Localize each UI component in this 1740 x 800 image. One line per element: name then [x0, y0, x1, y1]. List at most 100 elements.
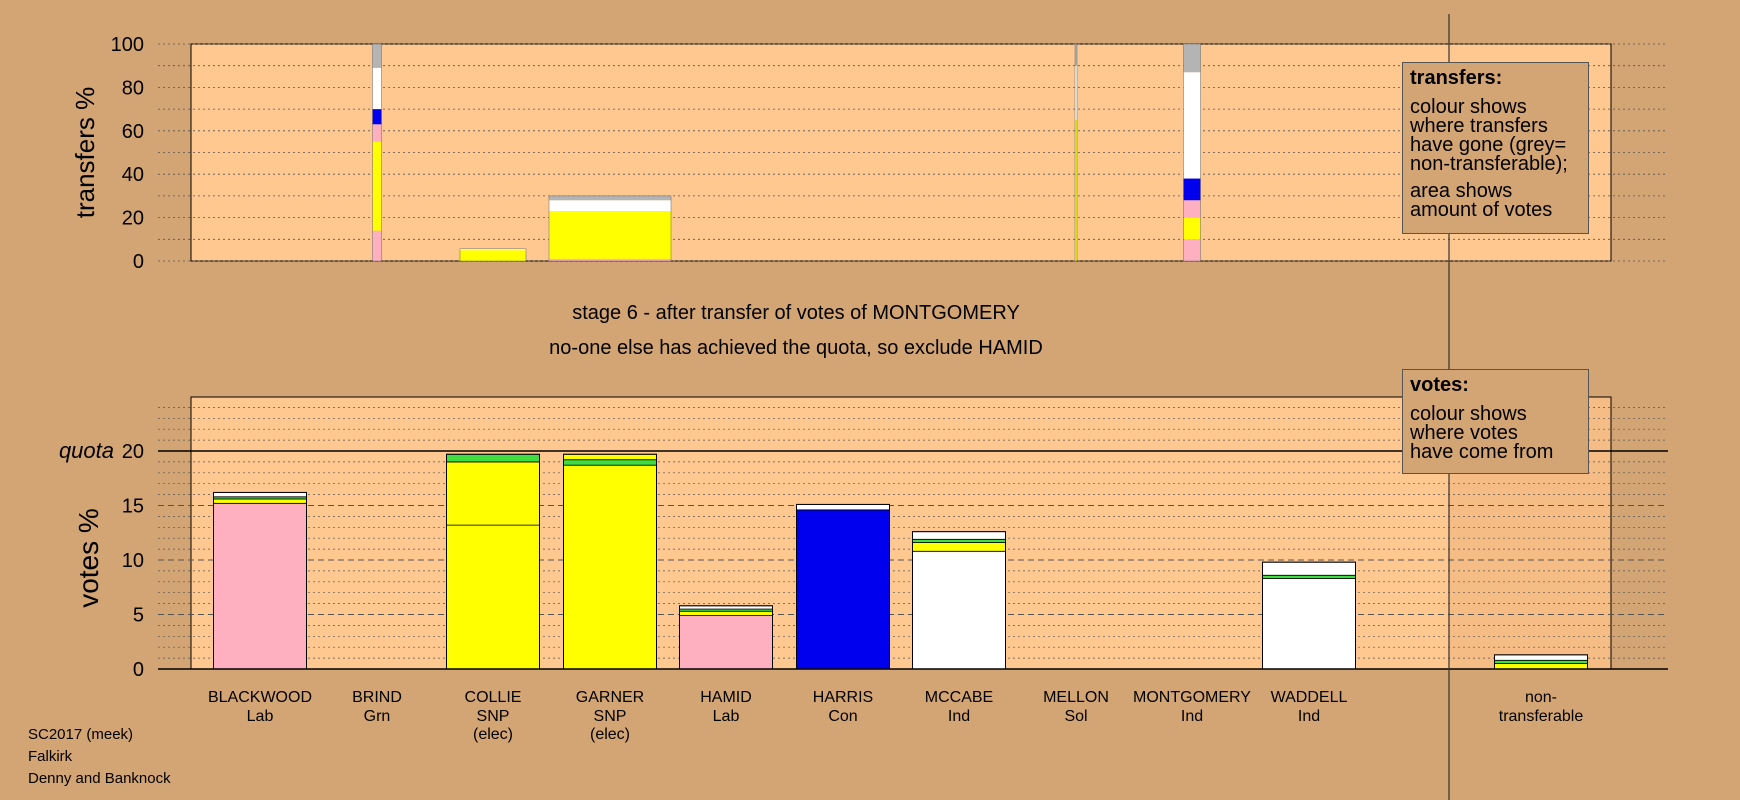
transfer-segment [1075, 119, 1077, 261]
vote-bar-segment [679, 610, 773, 616]
candidate-name-label: WADDELL [1271, 689, 1348, 706]
stage-line-1: stage 6 - after transfer of votes of MON… [572, 302, 1020, 324]
transfers-legend-text-2: area shows amount of votes [1410, 180, 1553, 221]
footer-election: SC2017 (meek) [28, 726, 134, 743]
transfer-bar-outline [548, 195, 672, 262]
candidate-party-label: Ind [1298, 708, 1320, 725]
vote-bar-segment [1262, 561, 1356, 576]
vote-bar-segment [1262, 578, 1356, 670]
votes-y-tick-label: 15 [122, 496, 144, 518]
transfers-y-tick-label: 100 [111, 34, 144, 56]
transfer-segment [460, 250, 526, 261]
vote-bar-segment [563, 464, 657, 670]
transfer-segment [372, 44, 382, 68]
vote-bar-segment [1262, 574, 1356, 579]
votes-plot-area [190, 396, 1612, 670]
transfer-segment [549, 211, 671, 259]
quota-label: quota [59, 438, 114, 463]
vote-bar-segment [446, 461, 540, 526]
votes-legend-text: colour shows where votes have come from [1410, 403, 1554, 463]
transfer-bar-outline [1074, 43, 1078, 262]
transfer-segment [1183, 178, 1201, 201]
vote-bar-segment [912, 550, 1006, 670]
transfer-segment [372, 67, 382, 110]
transfer-bar-outline [459, 248, 527, 262]
vote-bar-segment [446, 453, 540, 463]
stage-line-2: no-one else has achieved the quota, so e… [549, 337, 1043, 359]
votes-y-tick-label: 5 [133, 605, 144, 627]
transfers-y-tick-label: 40 [122, 164, 144, 186]
candidate-party-label: Ind [1181, 708, 1203, 725]
footer-council: Falkirk [28, 748, 73, 765]
vote-bar-segment [213, 498, 307, 504]
candidate-name-label: GARNER [576, 689, 644, 706]
transfer-segment [372, 109, 382, 125]
candidate-party-label: SNP [594, 708, 627, 725]
vote-bar-segment [213, 492, 307, 498]
votes-y-tick-label: 20 [122, 441, 144, 463]
candidate-party-label: SNP [477, 708, 510, 725]
nontransferable-bar-segment [1494, 654, 1588, 661]
candidate-elected-label: (elec) [473, 726, 513, 743]
transfers-y-axis-label: transfers % [70, 87, 100, 219]
candidate-name-label: COLLIE [465, 689, 522, 706]
nontransferable-bar-segment [1494, 663, 1588, 670]
votes-y-axis-label: votes % [73, 508, 104, 608]
transfer-segment [549, 195, 671, 201]
vote-bar-segment [446, 524, 540, 670]
candidate-party-label: Lab [713, 708, 740, 725]
vote-bar-segment [563, 459, 657, 466]
transfers-y-tick-label: 0 [133, 251, 144, 273]
transfer-segment [1183, 239, 1201, 261]
transfer-segment [1075, 65, 1077, 120]
transfer-segment [1183, 72, 1201, 179]
candidate-party-label: Ind [948, 708, 970, 725]
nontransferable-bar-segment [1494, 659, 1588, 664]
transfers-y-tick-label: 20 [122, 208, 144, 230]
vote-bar-segment [563, 453, 657, 461]
transfers-legend: transfers: colour shows where transfers … [1402, 62, 1589, 234]
votes-y-tick-label: 10 [122, 550, 144, 572]
votes-legend-title: votes: [1410, 374, 1469, 396]
footer-ward: Denny and Banknock [28, 770, 171, 787]
vote-bar-segment [912, 538, 1006, 543]
transfer-bar-outline [1183, 43, 1201, 262]
nontransferable-label-line2: transferable [1499, 708, 1584, 725]
transfers-y-tick-label: 60 [122, 121, 144, 143]
transfer-segment [372, 230, 382, 261]
vote-bar-segment [679, 615, 773, 670]
candidate-name-label: HAMID [700, 689, 752, 706]
transfers-chart: 0 20 40 60 80 100 transfers % [70, 34, 1668, 273]
candidate-party-label: Grn [364, 708, 391, 725]
transfer-segment [1183, 217, 1201, 240]
transfer-segment [1075, 44, 1077, 66]
candidate-name-label: MELLON [1043, 689, 1109, 706]
candidate-name-label: BRIND [352, 689, 402, 706]
transfer-segment [372, 124, 382, 142]
votes-legend: votes: colour shows where votes have com… [1402, 369, 1589, 474]
vote-bar-segment [213, 502, 307, 670]
transfer-segment [460, 248, 526, 251]
transfer-segment [549, 200, 671, 212]
candidate-name-label: HARRIS [813, 689, 873, 706]
transfer-bar-outline [372, 43, 382, 262]
vote-bar-segment [796, 504, 890, 511]
candidate-elected-label: (elec) [590, 726, 630, 743]
transfer-segment [1183, 200, 1201, 218]
transfer-segment [1183, 44, 1201, 73]
transfer-segment [549, 258, 671, 261]
candidate-name-label: BLACKWOOD [208, 689, 312, 706]
transfer-segment [372, 141, 382, 231]
transfers-legend-title: transfers: [1410, 67, 1503, 89]
transfers-legend-text-1: colour shows where transfers have gone (… [1410, 96, 1568, 175]
candidate-name-label: MCCABE [925, 689, 993, 706]
votes-y-tick-label: 0 [133, 659, 144, 681]
nontransferable-label-line1: non- [1525, 689, 1557, 706]
candidate-party-label: Lab [247, 708, 274, 725]
transfers-y-tick-label: 80 [122, 77, 144, 99]
vote-bar-segment [912, 531, 1006, 540]
vote-bar-segment [796, 509, 890, 670]
candidate-name-label: MONTGOMERY [1133, 689, 1251, 706]
vote-bar-segment [912, 542, 1006, 552]
candidate-party-label: Con [828, 708, 857, 725]
